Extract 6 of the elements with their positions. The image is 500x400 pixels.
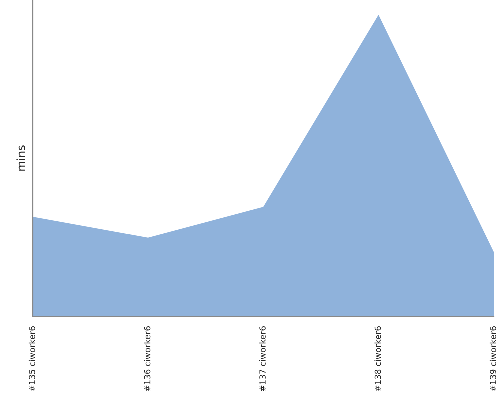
y-axis-title: mins bbox=[16, 146, 26, 171]
x-tick-label: #135 ciworker6 bbox=[28, 326, 36, 392]
x-tick-label: #139 ciworker6 bbox=[490, 326, 496, 392]
x-tick-label: #136 ciworker6 bbox=[144, 326, 151, 392]
x-tick-label: #137 ciworker6 bbox=[259, 326, 266, 392]
x-tick-label: #138 ciworker6 bbox=[374, 326, 382, 392]
